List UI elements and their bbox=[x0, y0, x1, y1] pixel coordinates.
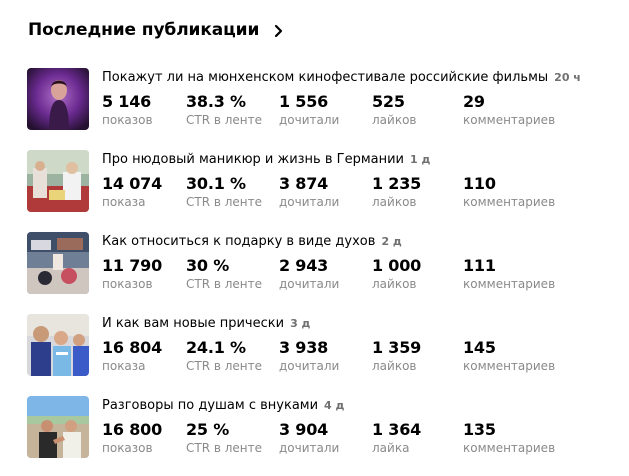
stat-value: 24.1 % bbox=[186, 338, 246, 357]
stat-read-through: 3 904 дочитали bbox=[279, 420, 339, 456]
publication-title[interactable]: Покажут ли на мюнхенском кинофестивале р… bbox=[102, 70, 549, 85]
stat-comments: 145 комментариев bbox=[463, 338, 555, 374]
stat-label: лайка bbox=[372, 441, 410, 455]
stat-value: 110 bbox=[463, 174, 496, 193]
section-title: Последние публикации bbox=[28, 20, 260, 40]
stat-likes: 1 235 лайков bbox=[372, 174, 421, 210]
stat-label: дочитали bbox=[279, 359, 340, 373]
chevron-right-icon[interactable] bbox=[273, 23, 285, 38]
publication-age: 3 д bbox=[290, 317, 311, 330]
stat-label: CTR в ленте bbox=[186, 113, 263, 127]
stat-label: показа bbox=[102, 359, 146, 373]
recent-publications-header[interactable]: Последние публикации bbox=[28, 16, 285, 44]
stat-value: 25 % bbox=[186, 420, 230, 439]
publication-thumbnail[interactable] bbox=[27, 232, 89, 294]
publications-list: Покажут ли на мюнхенском кинофестивале р… bbox=[27, 66, 627, 476]
stat-views: 16 800 показов bbox=[102, 420, 162, 456]
stat-value: 111 bbox=[463, 256, 496, 275]
stat-value: 11 790 bbox=[102, 256, 163, 275]
stat-views: 5 146 показов bbox=[102, 92, 153, 128]
stat-comments: 111 комментариев bbox=[463, 256, 555, 292]
stat-value: 38.3 % bbox=[186, 92, 246, 111]
stat-label: лайков bbox=[372, 277, 417, 291]
stat-label: показов bbox=[102, 113, 153, 127]
stat-label: лайков bbox=[372, 195, 417, 209]
stat-value: 525 bbox=[372, 92, 405, 111]
stat-label: дочитали bbox=[279, 113, 340, 127]
stat-label: дочитали bbox=[279, 195, 340, 209]
publication-title[interactable]: И как вам новые прически bbox=[102, 316, 285, 331]
publication-title[interactable]: Как относиться к подарку в виде духов bbox=[102, 234, 376, 249]
publication-thumbnail[interactable] bbox=[27, 68, 89, 130]
stat-value: 1 359 bbox=[372, 338, 422, 357]
publication-item[interactable]: И как вам новые прически 3 д 16 804 показа… bbox=[27, 312, 627, 376]
stat-value: 16 804 bbox=[102, 338, 163, 357]
publication-item[interactable]: Как относиться к подарку в виде духов 2 д… bbox=[27, 230, 627, 294]
stat-likes: 1 364 лайка bbox=[372, 420, 421, 456]
stat-label: комментариев bbox=[463, 277, 556, 291]
stat-label: комментариев bbox=[463, 359, 556, 373]
stat-value: 3 938 bbox=[279, 338, 329, 357]
stat-value: 1 556 bbox=[279, 92, 329, 111]
stat-label: CTR в ленте bbox=[186, 195, 263, 209]
stat-label: лайков bbox=[372, 359, 417, 373]
publication-item[interactable]: Покажут ли на мюнхенском кинофестивале р… bbox=[27, 66, 627, 130]
publication-item[interactable]: Разговоры по душам с внуками 4 д 16 800 по… bbox=[27, 394, 627, 458]
stat-value: 2 943 bbox=[279, 256, 329, 275]
stat-value: 30 % bbox=[186, 256, 230, 275]
stat-label: CTR в ленте bbox=[186, 277, 263, 291]
stat-value: 16 800 bbox=[102, 420, 163, 439]
stat-label: показов bbox=[102, 441, 153, 455]
stat-value: 30.1 % bbox=[186, 174, 246, 193]
stat-value: 135 bbox=[463, 420, 496, 439]
stat-likes: 525 лайков bbox=[372, 92, 416, 128]
stat-label: комментариев bbox=[463, 113, 556, 127]
stat-read-through: 3 938 дочитали bbox=[279, 338, 339, 374]
stat-likes: 1 359 лайков bbox=[372, 338, 421, 374]
stat-comments: 29 комментариев bbox=[463, 92, 555, 128]
stat-label: дочитали bbox=[279, 441, 340, 455]
publication-thumbnail[interactable] bbox=[27, 314, 89, 376]
stat-ctr: 30 % CTR в ленте bbox=[186, 256, 262, 292]
publication-age: 2 д bbox=[381, 235, 402, 248]
stat-value: 5 146 bbox=[102, 92, 152, 111]
stat-label: комментариев bbox=[463, 441, 556, 455]
stat-read-through: 3 874 дочитали bbox=[279, 174, 339, 210]
stat-label: показа bbox=[102, 195, 146, 209]
stat-value: 145 bbox=[463, 338, 496, 357]
stat-value: 1 235 bbox=[372, 174, 422, 193]
stat-comments: 110 комментариев bbox=[463, 174, 555, 210]
stat-read-through: 2 943 дочитали bbox=[279, 256, 339, 292]
stat-label: CTR в ленте bbox=[186, 359, 263, 373]
stat-value: 29 bbox=[463, 92, 485, 111]
stat-value: 1 364 bbox=[372, 420, 422, 439]
publication-title[interactable]: Про нюдовый маникюр и жизнь в Германии bbox=[102, 152, 404, 167]
stat-value: 14 074 bbox=[102, 174, 163, 193]
publication-age: 20 ч bbox=[554, 71, 581, 84]
stat-views: 16 804 показа bbox=[102, 338, 162, 374]
stat-ctr: 25 % CTR в ленте bbox=[186, 420, 262, 456]
stat-comments: 135 комментариев bbox=[463, 420, 555, 456]
stat-likes: 1 000 лайков bbox=[372, 256, 421, 292]
publication-age: 1 д bbox=[410, 153, 431, 166]
stat-read-through: 1 556 дочитали bbox=[279, 92, 339, 128]
publication-title[interactable]: Разговоры по душам с внуками bbox=[102, 398, 319, 413]
stat-value: 3 874 bbox=[279, 174, 329, 193]
stat-label: комментариев bbox=[463, 195, 556, 209]
stat-label: CTR в ленте bbox=[186, 441, 263, 455]
stat-value: 1 000 bbox=[372, 256, 422, 275]
publication-thumbnail[interactable] bbox=[27, 150, 89, 212]
stat-views: 14 074 показа bbox=[102, 174, 162, 210]
stat-ctr: 38.3 % CTR в ленте bbox=[186, 92, 262, 128]
stat-ctr: 24.1 % CTR в ленте bbox=[186, 338, 262, 374]
stat-views: 11 790 показов bbox=[102, 256, 162, 292]
publication-item[interactable]: Про нюдовый маникюр и жизнь в Германии 1 … bbox=[27, 148, 627, 212]
stat-label: дочитали bbox=[279, 277, 340, 291]
stat-value: 3 904 bbox=[279, 420, 329, 439]
stat-ctr: 30.1 % CTR в ленте bbox=[186, 174, 262, 210]
stat-label: показов bbox=[102, 277, 153, 291]
publication-thumbnail[interactable] bbox=[27, 396, 89, 458]
publication-age: 4 д bbox=[324, 399, 345, 412]
stat-label: лайков bbox=[372, 113, 417, 127]
